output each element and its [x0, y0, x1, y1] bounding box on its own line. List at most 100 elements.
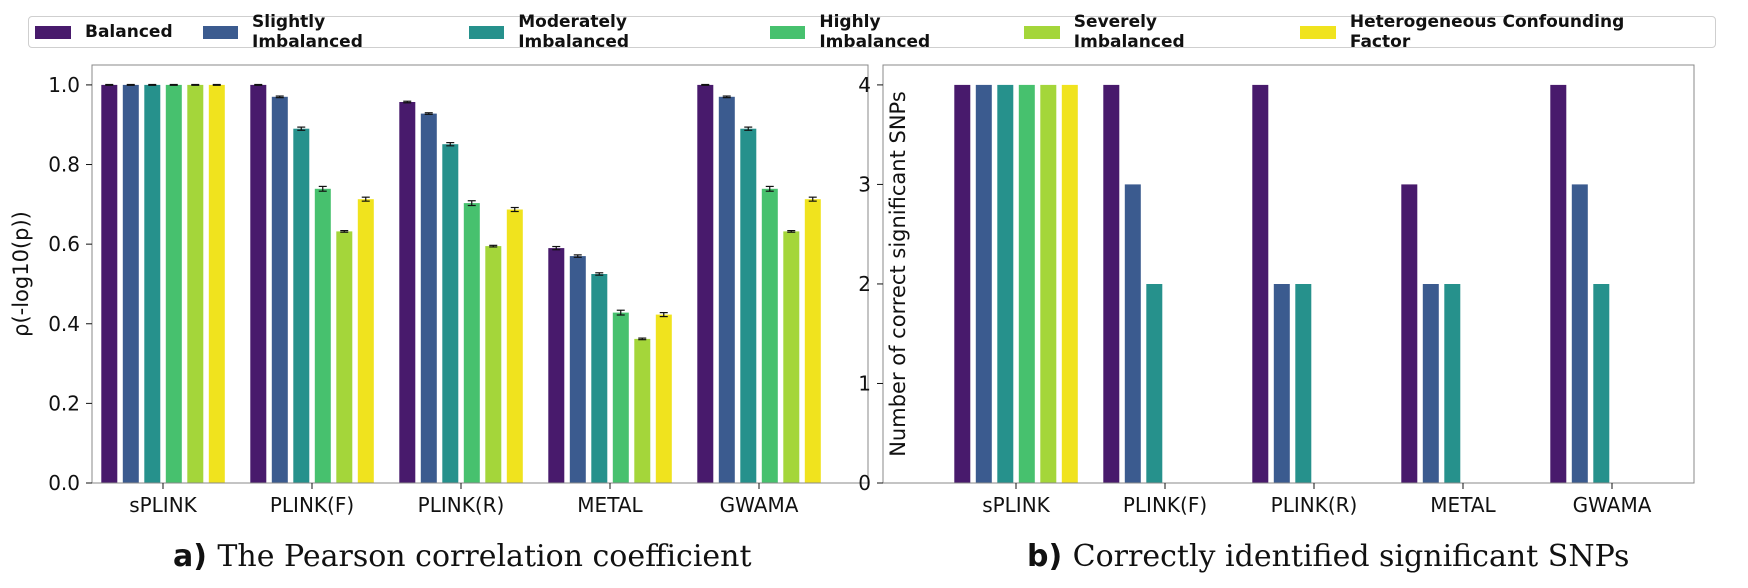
legend-item: Slightly Imbalanced — [202, 12, 439, 52]
bar — [1018, 84, 1035, 484]
legend-swatch — [1024, 25, 1060, 39]
bar — [420, 113, 437, 483]
y-tick-label: 1.0 — [48, 73, 80, 97]
caption-text: Correctly identified significant SNPs — [1073, 539, 1630, 574]
y-axis-title: Number of correct significant SNPs — [886, 91, 910, 457]
x-tick-label: PLINK(F) — [270, 493, 354, 517]
bar — [336, 231, 353, 483]
bar — [1103, 84, 1120, 484]
y-tick-label: 4 — [858, 73, 871, 97]
bar — [101, 84, 118, 484]
bar — [1061, 84, 1078, 484]
plot-frame — [91, 64, 869, 484]
bar — [1252, 84, 1269, 484]
bar — [122, 84, 139, 484]
bar — [485, 246, 502, 483]
bar — [314, 188, 331, 484]
y-tick-label: 0.4 — [48, 312, 80, 336]
y-tick-label: 2 — [858, 272, 871, 296]
legend-item: Highly Imbalanced — [769, 12, 994, 52]
bar — [1040, 84, 1057, 484]
plot-frame — [882, 64, 1695, 484]
bar — [783, 231, 800, 483]
x-tick-label: GWAMA — [1573, 493, 1652, 517]
chart-caption: b) Correctly identified significant SNPs — [1027, 539, 1629, 574]
legend-swatch — [202, 25, 238, 39]
bar — [463, 203, 480, 483]
chart-legend: Balanced Slightly Imbalanced Moderately Im… — [28, 12, 1716, 52]
x-tick-label: PLINK(R) — [1271, 493, 1358, 517]
legend-swatch — [35, 25, 71, 39]
bar — [634, 338, 651, 483]
legend-label: Moderately Imbalanced — [518, 12, 630, 52]
bar — [1295, 284, 1312, 483]
bar — [1550, 84, 1567, 484]
bar — [740, 128, 757, 483]
legend-label: Slightly Imbalanced — [252, 12, 363, 52]
caption-letter: b) — [1027, 539, 1073, 574]
bar — [997, 84, 1014, 484]
y-tick-label: 0.6 — [48, 232, 80, 256]
y-axis-title: ρ(-log10(p)) — [9, 211, 33, 337]
legend-swatch — [769, 25, 806, 39]
bar — [187, 84, 204, 484]
legend-swatch — [1300, 25, 1336, 39]
bar — [548, 248, 565, 483]
bar — [1146, 284, 1163, 483]
legend-label: Balanced — [85, 22, 173, 42]
bar — [697, 84, 714, 484]
bar — [612, 312, 629, 483]
legend-swatch — [468, 25, 505, 39]
y-tick-label: 1 — [858, 371, 871, 395]
bar — [975, 84, 992, 484]
bar — [569, 256, 586, 483]
legend-item: Balanced — [35, 22, 173, 42]
bar — [1571, 184, 1588, 483]
x-tick-label: sPLINK — [129, 493, 197, 517]
bar — [208, 84, 225, 484]
y-tick-label: 0 — [858, 471, 871, 495]
x-tick-label: METAL — [1430, 493, 1496, 517]
bar — [165, 84, 182, 484]
bar — [357, 199, 374, 483]
chart-panel-a: 0.0 0.2 0.4 0.6 0.8 1.0 sPLINK PLINK(F) PLINK(R)… — [9, 64, 869, 574]
y-tick-label: 0.0 — [48, 471, 80, 495]
bar — [761, 188, 778, 484]
bar — [1273, 284, 1290, 483]
caption-text: The Pearson correlation coefficient — [217, 539, 751, 574]
legend-item: Heterogeneous Confounding Factor — [1300, 12, 1685, 52]
bar — [655, 314, 672, 483]
bar — [1401, 184, 1418, 483]
y-tick-label: 0.2 — [48, 391, 80, 415]
legend-item: Moderately Imbalanced — [468, 12, 740, 52]
legend-label: Heterogeneous Confounding Factor — [1349, 12, 1625, 52]
x-tick-label: GWAMA — [720, 493, 799, 517]
bar — [442, 144, 459, 483]
chart-caption: a) The Pearson correlation coefficient — [173, 539, 752, 574]
bar — [399, 102, 416, 483]
legend-label: Highly Imbalanced — [819, 12, 931, 52]
caption-letter: a) — [173, 539, 217, 574]
bar — [591, 274, 608, 483]
bar — [144, 84, 161, 484]
bar — [804, 199, 821, 483]
x-tick-label: METAL — [577, 493, 643, 517]
bar — [718, 96, 735, 484]
bar — [1422, 284, 1439, 483]
legend-label: Severely Imbalanced — [1073, 12, 1185, 52]
x-tick-label: sPLINK — [982, 493, 1050, 517]
legend-item: Severely Imbalanced — [1024, 12, 1270, 52]
bar — [1593, 284, 1610, 483]
bar — [293, 128, 310, 483]
bar — [1444, 284, 1461, 483]
y-tick-label: 0.8 — [48, 153, 80, 177]
bar — [1124, 184, 1141, 483]
x-tick-label: PLINK(R) — [418, 493, 505, 517]
bar — [271, 96, 288, 484]
x-tick-label: PLINK(F) — [1123, 493, 1207, 517]
bar — [954, 84, 971, 484]
chart-panel-b: 0 1 2 3 4 sPLINK PLINK(F) PLINK(R) METAL GWAMA Num… — [858, 64, 1695, 574]
y-tick-label: 3 — [858, 172, 871, 196]
bar — [250, 84, 267, 484]
